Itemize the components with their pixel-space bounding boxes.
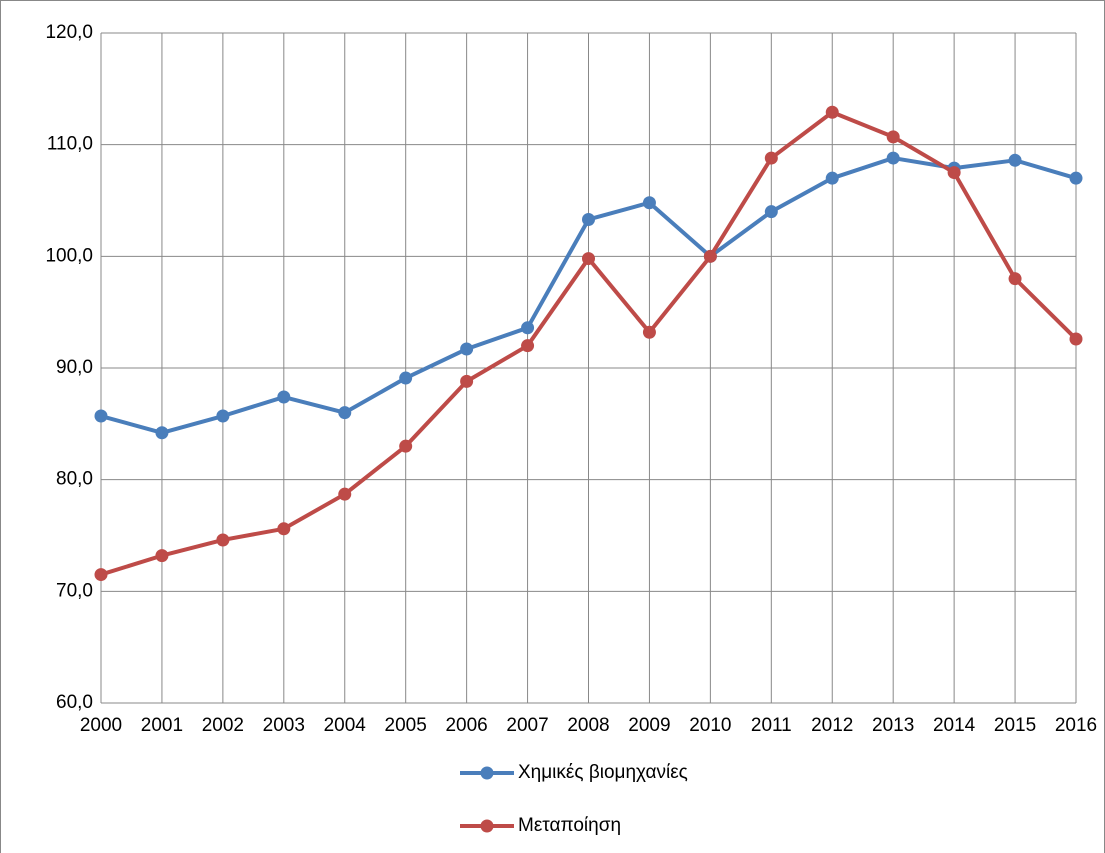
point: [155, 426, 169, 440]
point: [460, 342, 474, 356]
y-tick-label: 100,0: [45, 245, 93, 266]
x-tick-label: 2004: [324, 715, 367, 736]
point: [216, 409, 230, 423]
point: [886, 151, 900, 165]
x-tick-label: 2003: [263, 715, 305, 736]
x-tick-label: 2014: [933, 715, 976, 736]
point: [582, 212, 595, 226]
point: [521, 321, 535, 335]
point: [642, 196, 656, 210]
x-tick-label: 2002: [202, 715, 244, 736]
point: [338, 406, 352, 420]
legend-label: Χημικές βιομηχανίες: [518, 762, 688, 783]
point: [216, 533, 230, 547]
point: [94, 409, 108, 423]
point: [764, 151, 778, 165]
point: [521, 339, 535, 353]
x-tick-label: 2000: [80, 715, 122, 736]
point: [582, 252, 595, 266]
x-tick-label: 2009: [628, 715, 670, 736]
point: [277, 522, 291, 536]
point: [94, 568, 108, 582]
point: [155, 549, 169, 563]
point: [338, 487, 352, 501]
point: [825, 171, 839, 185]
point: [399, 371, 413, 385]
x-tick-label: 2010: [689, 715, 731, 736]
point: [947, 166, 961, 180]
point: [1069, 171, 1083, 185]
legend-swatch: [480, 766, 494, 780]
legend-swatch: [480, 819, 494, 833]
x-tick-label: 2011: [751, 715, 792, 736]
point: [1069, 332, 1083, 346]
y-tick-label: 120,0: [45, 22, 93, 43]
y-tick-label: 60,0: [56, 692, 93, 713]
point: [277, 390, 291, 404]
point: [460, 374, 474, 388]
point: [1008, 272, 1022, 286]
x-tick-label: 2008: [567, 715, 609, 736]
x-tick-label: 2006: [445, 715, 487, 736]
x-tick-label: 2012: [811, 715, 853, 736]
point: [399, 439, 413, 453]
y-tick-label: 70,0: [56, 580, 93, 601]
legend-label: Μεταποίηση: [518, 815, 621, 836]
point: [764, 205, 778, 219]
x-tick-label: 2005: [385, 715, 427, 736]
point: [642, 325, 656, 339]
x-tick-label: 2001: [141, 715, 183, 736]
x-tick-label: 2016: [1055, 715, 1097, 736]
point: [703, 249, 717, 263]
y-tick-label: 80,0: [56, 469, 93, 490]
point: [886, 130, 900, 144]
x-tick-label: 2007: [506, 715, 548, 736]
point: [825, 105, 839, 119]
x-tick-label: 2013: [872, 715, 914, 736]
y-tick-label: 90,0: [56, 357, 93, 378]
point: [1008, 153, 1022, 167]
y-tick-label: 110,0: [47, 134, 93, 155]
x-tick-label: 2015: [994, 715, 1036, 736]
